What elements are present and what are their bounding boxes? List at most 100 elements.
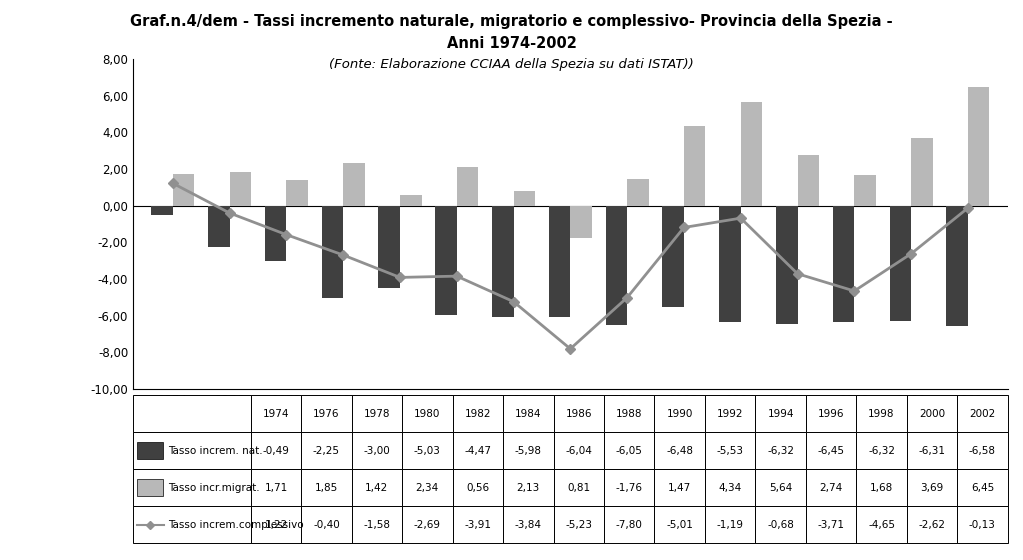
Bar — [604, 469, 655, 506]
Text: 1988: 1988 — [616, 409, 642, 419]
Bar — [684, 126, 706, 206]
Bar — [719, 206, 741, 321]
Text: -6,58: -6,58 — [969, 446, 996, 456]
Text: 1974: 1974 — [263, 409, 290, 419]
Bar — [655, 506, 705, 543]
Bar — [806, 506, 856, 543]
Tasso increm.complessivo — [450, 273, 462, 279]
Bar — [856, 395, 906, 432]
Text: 1986: 1986 — [566, 409, 592, 419]
Bar — [452, 506, 503, 543]
Tasso increm.complessivo — [507, 298, 520, 305]
Bar — [655, 469, 705, 506]
Text: 1978: 1978 — [363, 409, 390, 419]
Text: 0,56: 0,56 — [466, 483, 489, 493]
Bar — [958, 395, 1008, 432]
Bar — [833, 206, 854, 321]
Bar — [705, 395, 755, 432]
Bar — [229, 172, 251, 206]
Bar — [958, 432, 1008, 469]
Text: 1996: 1996 — [817, 409, 844, 419]
Text: 4,34: 4,34 — [718, 483, 742, 493]
Bar — [553, 469, 604, 506]
Text: -0,13: -0,13 — [969, 520, 995, 530]
Text: 1984: 1984 — [515, 409, 541, 419]
Bar — [755, 432, 806, 469]
Tasso increm.complessivo — [905, 250, 918, 257]
Tasso increm.complessivo — [678, 224, 691, 231]
Bar — [968, 87, 989, 206]
Bar — [856, 432, 906, 469]
Text: 5,64: 5,64 — [769, 483, 792, 493]
Bar — [911, 138, 933, 206]
Bar — [755, 469, 806, 506]
Tasso increm.complessivo — [735, 215, 747, 222]
Bar — [352, 432, 402, 469]
Text: -2,25: -2,25 — [313, 446, 340, 456]
Bar — [604, 432, 655, 469]
Text: 2,74: 2,74 — [819, 483, 843, 493]
Bar — [402, 432, 452, 469]
Tasso increm.complessivo — [565, 346, 577, 352]
Text: 2000: 2000 — [919, 409, 945, 419]
Bar — [251, 432, 301, 469]
Tasso increm.complessivo — [280, 231, 293, 238]
Bar — [435, 206, 456, 315]
Bar — [133, 395, 251, 432]
Text: -5,01: -5,01 — [666, 520, 694, 530]
Text: 1980: 1980 — [414, 409, 441, 419]
Bar — [452, 469, 503, 506]
Bar — [856, 506, 906, 543]
Bar — [137, 442, 164, 459]
Text: 1,68: 1,68 — [870, 483, 893, 493]
Bar — [151, 206, 173, 214]
Text: 1990: 1990 — [666, 409, 693, 419]
Bar — [251, 506, 301, 543]
Bar — [806, 469, 856, 506]
Tasso increm.complessivo — [167, 180, 179, 186]
Bar — [755, 506, 806, 543]
Bar — [352, 469, 402, 506]
Text: -4,65: -4,65 — [868, 520, 895, 530]
Bar — [775, 206, 798, 324]
Bar — [251, 395, 301, 432]
Tasso increm.complessivo — [223, 209, 235, 216]
Bar — [402, 469, 452, 506]
Bar — [958, 469, 1008, 506]
Bar — [856, 469, 906, 506]
Bar — [503, 469, 553, 506]
Bar — [456, 166, 479, 206]
Bar — [705, 469, 755, 506]
Bar — [705, 432, 755, 469]
Bar — [906, 469, 958, 506]
Text: -3,71: -3,71 — [817, 520, 845, 530]
Text: Graf.n.4/dem - Tassi incremento naturale, migratorio e complessivo- Provincia de: Graf.n.4/dem - Tassi incremento naturale… — [130, 14, 893, 29]
Text: -6,31: -6,31 — [919, 446, 945, 456]
Tasso increm.complessivo — [621, 294, 633, 301]
Bar — [301, 432, 352, 469]
Text: -2,62: -2,62 — [919, 520, 945, 530]
Bar — [604, 395, 655, 432]
Text: 1998: 1998 — [869, 409, 895, 419]
Bar — [906, 432, 958, 469]
Text: -6,04: -6,04 — [566, 446, 592, 456]
Text: 6,45: 6,45 — [971, 483, 994, 493]
Text: 1,47: 1,47 — [668, 483, 692, 493]
Bar — [553, 506, 604, 543]
Bar — [286, 180, 308, 206]
Tasso increm.complessivo — [848, 288, 860, 295]
Tasso increm.complessivo — [792, 270, 804, 277]
Bar — [452, 395, 503, 432]
Bar — [352, 506, 402, 543]
Text: -6,32: -6,32 — [868, 446, 895, 456]
Tasso increm.complessivo — [337, 251, 349, 258]
Bar — [604, 506, 655, 543]
Bar — [553, 432, 604, 469]
Text: 1,85: 1,85 — [315, 483, 338, 493]
Text: -4,47: -4,47 — [464, 446, 491, 456]
Text: -5,03: -5,03 — [414, 446, 441, 456]
Text: -5,23: -5,23 — [566, 520, 592, 530]
Text: -6,32: -6,32 — [767, 446, 794, 456]
Text: 1992: 1992 — [717, 409, 744, 419]
Bar — [503, 432, 553, 469]
